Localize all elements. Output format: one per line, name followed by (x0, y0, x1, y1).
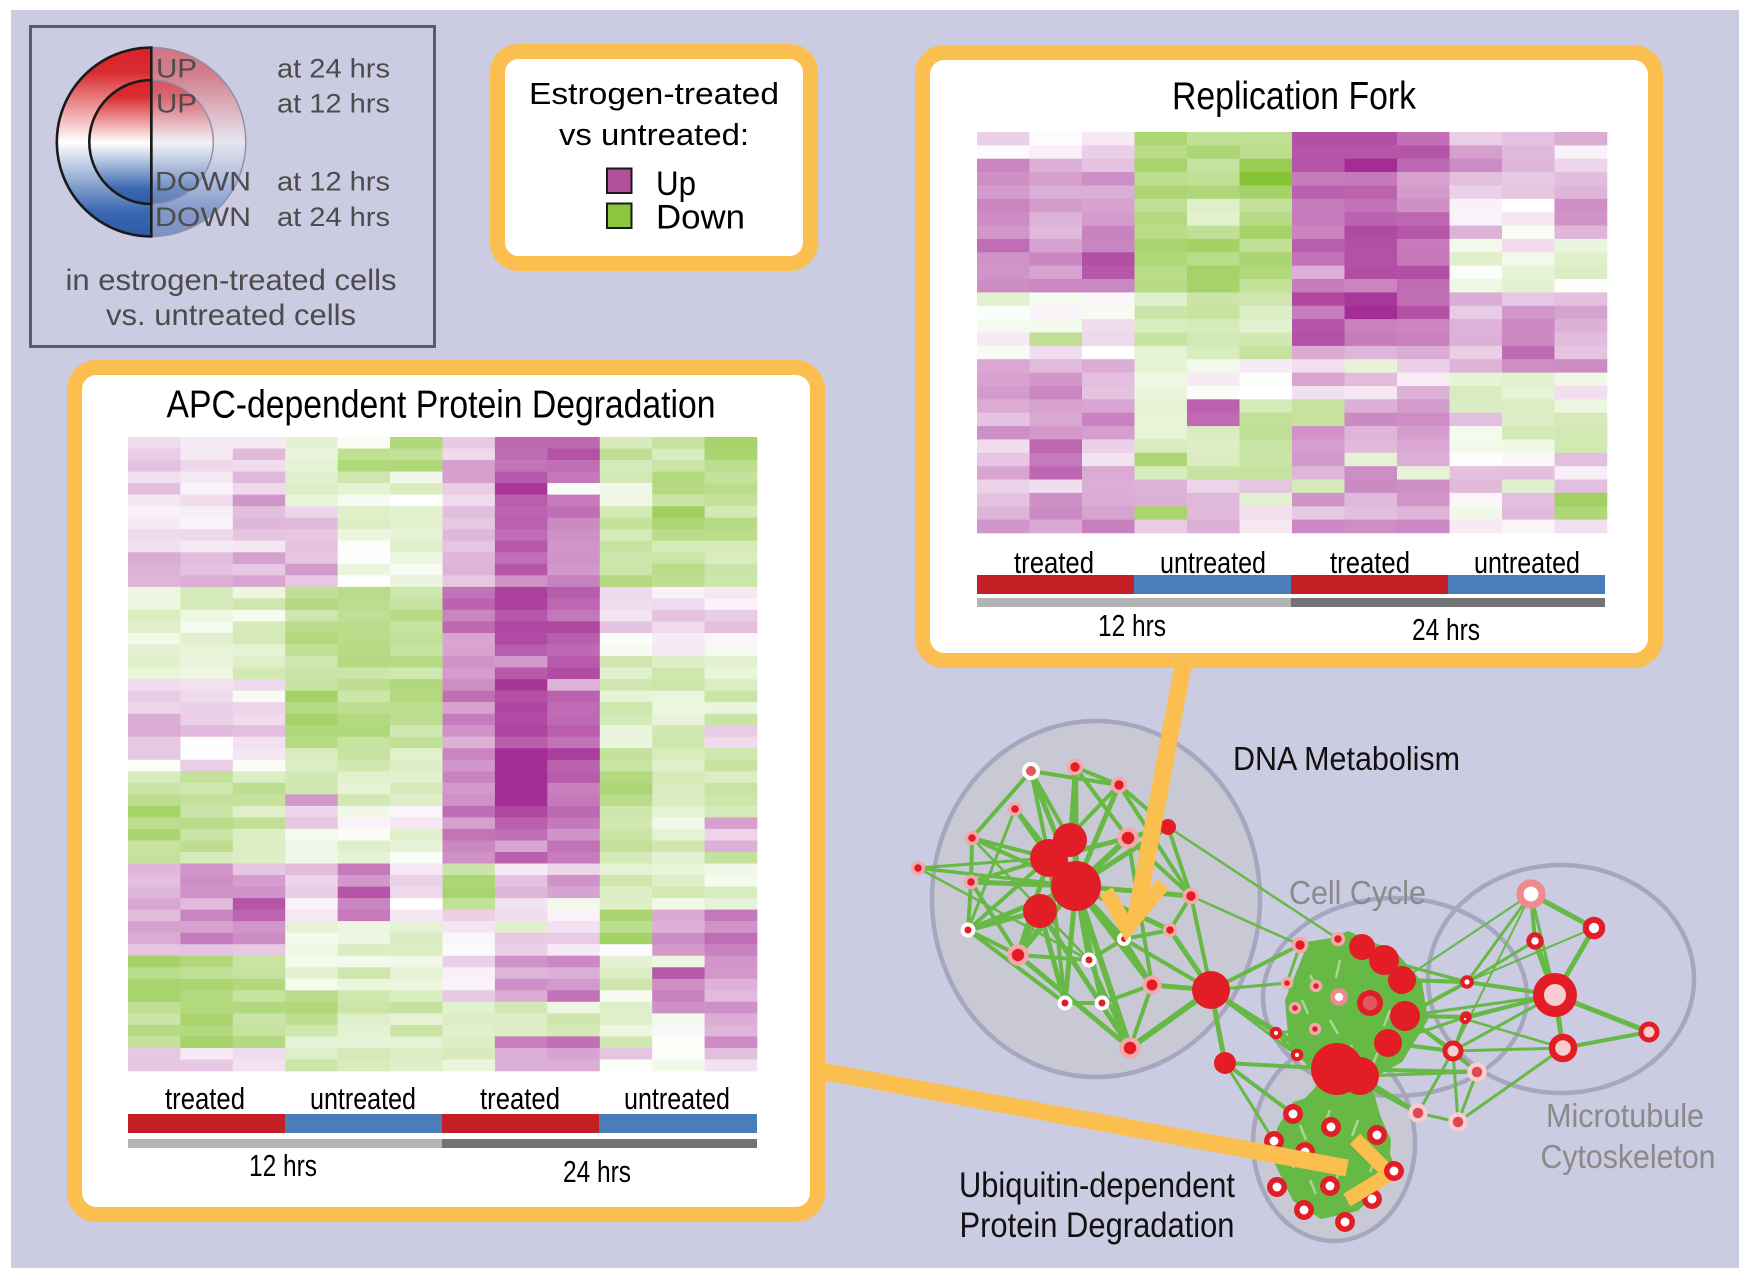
svg-text:UP: UP (156, 54, 197, 84)
svg-text:at 12 hrs: at 12 hrs (277, 167, 390, 197)
svg-text:DNA Metabolism: DNA Metabolism (1233, 740, 1460, 777)
svg-text:Protein Degradation: Protein Degradation (960, 1206, 1235, 1245)
svg-text:24 hrs: 24 hrs (1412, 612, 1480, 647)
svg-text:untreated: untreated (624, 1081, 730, 1116)
svg-text:12 hrs: 12 hrs (249, 1148, 317, 1183)
svg-text:Replication Fork: Replication Fork (1172, 75, 1416, 118)
svg-text:untreated: untreated (310, 1081, 416, 1116)
svg-text:DOWN: DOWN (155, 202, 251, 232)
svg-text:treated: treated (1330, 545, 1410, 580)
svg-text:in estrogen-treated cells: in estrogen-treated cells (66, 264, 397, 297)
svg-text:24 hrs: 24 hrs (563, 1154, 631, 1189)
svg-text:at 24 hrs: at 24 hrs (277, 202, 390, 232)
svg-text:treated: treated (480, 1081, 560, 1116)
svg-text:APC-dependent Protein Degradat: APC-dependent Protein Degradation (167, 384, 716, 427)
svg-text:UP: UP (156, 89, 197, 119)
svg-text:DOWN: DOWN (155, 167, 251, 197)
svg-text:12 hrs: 12 hrs (1098, 608, 1166, 643)
svg-text:Cytoskeleton: Cytoskeleton (1541, 1138, 1716, 1175)
svg-text:Cell Cycle: Cell Cycle (1289, 874, 1426, 911)
svg-text:Down: Down (656, 199, 745, 237)
svg-text:at 24 hrs: at 24 hrs (277, 54, 390, 84)
svg-text:Ubiquitin-dependent: Ubiquitin-dependent (959, 1166, 1235, 1205)
svg-text:untreated: untreated (1474, 545, 1580, 580)
svg-text:at 12 hrs: at 12 hrs (277, 89, 390, 119)
svg-text:treated: treated (165, 1081, 245, 1116)
svg-text:vs. untreated cells: vs. untreated cells (106, 299, 356, 332)
svg-text:Microtubule: Microtubule (1546, 1097, 1704, 1134)
svg-text:treated: treated (1014, 545, 1094, 580)
svg-text:untreated: untreated (1160, 545, 1266, 580)
svg-text:vs untreated:: vs untreated: (559, 117, 749, 152)
svg-text:Up: Up (656, 165, 696, 203)
svg-text:Estrogen-treated: Estrogen-treated (529, 76, 779, 111)
